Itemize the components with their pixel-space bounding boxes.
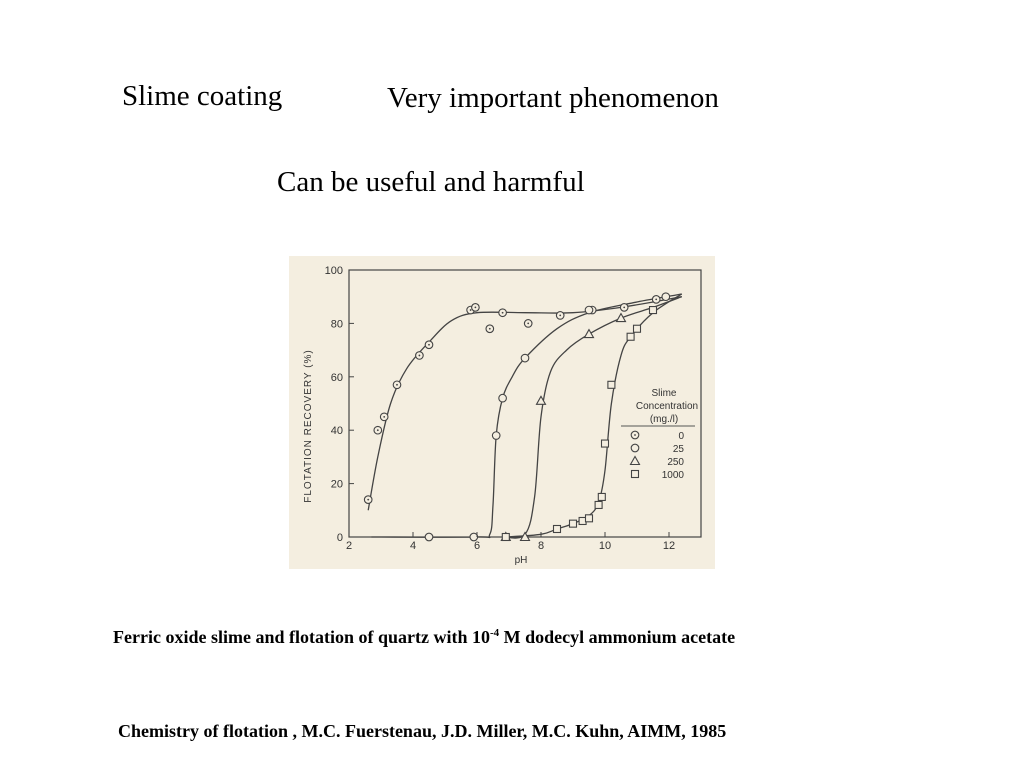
legend-label: 0: [678, 431, 684, 442]
figure-caption: Ferric oxide slime and flotation of quar…: [113, 627, 735, 648]
x-tick-label: 2: [346, 540, 352, 552]
legend-marker: [630, 443, 640, 453]
data-point: [535, 395, 547, 405]
legend-title: Slime: [651, 388, 676, 399]
legend-title: Concentration: [636, 401, 698, 412]
legend-label: 1000: [662, 470, 685, 481]
data-point: [584, 305, 594, 315]
data-point: [501, 532, 510, 542]
data-point: [485, 324, 495, 334]
legend-marker: [630, 430, 640, 440]
citation: Chemistry of flotation , M.C. Fuerstenau…: [118, 721, 727, 741]
data-point: [363, 495, 373, 504]
y-tick-label: 80: [331, 318, 343, 330]
y-tick-label: 20: [331, 479, 343, 491]
data-point: [471, 303, 480, 312]
caption-exponent: -4: [489, 627, 500, 639]
data-point: [651, 295, 661, 304]
data-point: [584, 514, 594, 523]
data-point: [392, 380, 402, 390]
data-point: [552, 524, 562, 534]
x-tick-label: 12: [663, 540, 675, 552]
data-point: [424, 532, 434, 542]
data-point: [568, 519, 578, 528]
data-point: [661, 292, 671, 302]
data-point: [519, 531, 531, 542]
y-tick-label: 100: [325, 265, 343, 277]
y-tick-label: 60: [331, 372, 343, 384]
data-point: [583, 328, 595, 339]
data-point: [520, 353, 530, 363]
legend-label: 25: [673, 444, 685, 455]
data-point: [555, 311, 565, 320]
chart-svg: 0 20 40 60 80 100 2 4 6 8 10 12 FLOTATION RECOVERY …: [303, 265, 702, 566]
flotation-recovery-chart: 0 20 40 60 80 100 2 4 6 8 10 12 FLOTATION RECOVERY …: [289, 256, 715, 569]
y-axis-label: FLOTATION RECOVERY (%): [303, 349, 314, 503]
series-line: [502, 296, 683, 539]
data-point: [373, 425, 383, 435]
y-tick-label: 0: [337, 532, 343, 544]
data-point: [632, 324, 642, 333]
chart-legend: Slime Concentration (mg./l) 0 25 250 1000: [621, 388, 698, 481]
caption-text-rest: M dodecyl ammonium acetate: [499, 627, 736, 647]
legend-marker: [630, 469, 640, 479]
data-point: [619, 303, 629, 312]
data-point: [648, 305, 658, 315]
caption-text: Ferric oxide slime and flotation of quar…: [113, 627, 490, 647]
x-tick-label: 4: [410, 540, 416, 552]
data-point: [523, 319, 533, 328]
data-point: [626, 332, 635, 341]
x-tick-label: 6: [474, 540, 480, 552]
data-point: [379, 412, 389, 422]
data-point: [469, 532, 479, 542]
slide-point-useful: Can be useful and harmful: [277, 166, 585, 198]
y-tick-label: 40: [331, 425, 343, 437]
data-point: [594, 500, 603, 510]
data-point: [498, 308, 507, 318]
slide-topic: Slime coating: [122, 80, 283, 112]
x-axis-label: pH: [515, 555, 528, 566]
data-point: [415, 351, 424, 360]
legend-title: (mg./l): [650, 414, 678, 425]
data-point: [615, 312, 627, 323]
x-tick-label: 10: [599, 540, 611, 552]
legend-label: 250: [667, 457, 684, 468]
legend-marker: [629, 455, 641, 466]
data-point: [424, 340, 434, 350]
x-tick-label: 8: [538, 540, 544, 552]
data-point: [600, 439, 610, 448]
data-point: [597, 492, 606, 501]
data-point: [491, 431, 501, 440]
slide-point-important: Very important phenomenon: [387, 82, 719, 114]
data-point: [607, 380, 616, 389]
data-point: [498, 393, 507, 403]
